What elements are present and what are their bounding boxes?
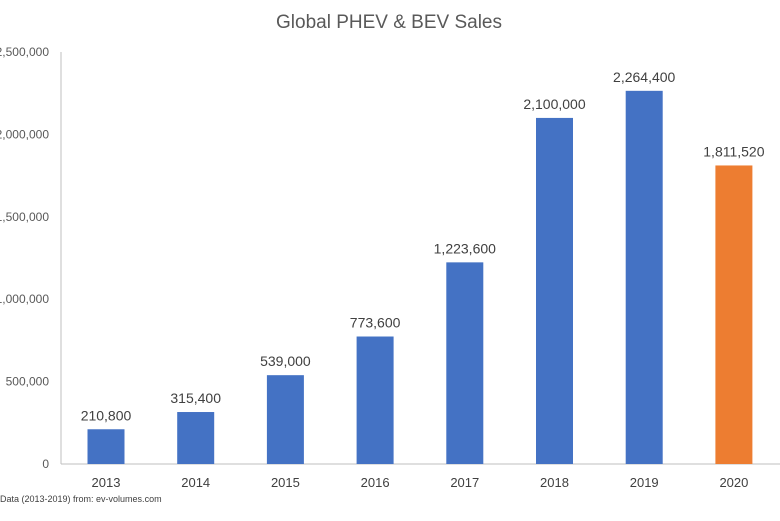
data-label: 773,600 <box>350 315 401 331</box>
bar-2013 <box>87 429 125 464</box>
data-label: 315,400 <box>170 390 221 406</box>
y-tick-label: 500,000 <box>6 375 50 389</box>
x-tick-label: 2020 <box>719 475 748 490</box>
x-tick-label: 2019 <box>630 475 659 490</box>
x-tick-label: 2015 <box>271 475 300 490</box>
chart-title: Global PHEV & BEV Sales <box>276 12 502 33</box>
data-labels: 210,800 315,400 539,000 773,600 1,223,600 2,1… <box>81 69 765 423</box>
bar-2019 <box>625 90 663 465</box>
bar-2020 <box>715 165 753 465</box>
source-footnote: Data (2013-2019) from: ev-volumes.com <box>0 494 162 504</box>
x-tick-label: 2016 <box>361 475 390 490</box>
x-tick-label: 2013 <box>92 475 121 490</box>
bar-series <box>87 90 753 465</box>
bar-2018 <box>536 117 573 465</box>
bar-2017 <box>446 262 484 464</box>
x-tick-label: 2018 <box>540 475 569 490</box>
y-axis-ticks: 0 500,000 1,000,000 1,500,000 2,000,000 2,500… <box>0 45 49 471</box>
bar-2014 <box>177 412 215 464</box>
bar-2016 <box>356 336 394 464</box>
x-tick-label: 2017 <box>450 475 479 490</box>
y-tick-label: 2,500,000 <box>0 45 49 59</box>
data-label: 210,800 <box>81 407 132 423</box>
y-tick-label: 1,000,000 <box>0 292 49 306</box>
x-tick-label: 2014 <box>181 475 210 490</box>
data-label: 539,000 <box>260 353 311 369</box>
data-label: 1,223,600 <box>434 240 496 256</box>
y-tick-label: 1,500,000 <box>0 210 49 224</box>
bar-2015 <box>266 375 304 464</box>
data-label: 1,811,520 <box>703 143 764 159</box>
y-tick-label: 0 <box>42 457 49 471</box>
x-axis-ticks: 2013 2014 2015 2016 2017 2018 2019 2020 <box>92 475 749 490</box>
data-label: 2,264,400 <box>613 69 675 85</box>
data-label: 2,100,000 <box>523 96 585 112</box>
y-tick-label: 2,000,000 <box>0 127 49 141</box>
